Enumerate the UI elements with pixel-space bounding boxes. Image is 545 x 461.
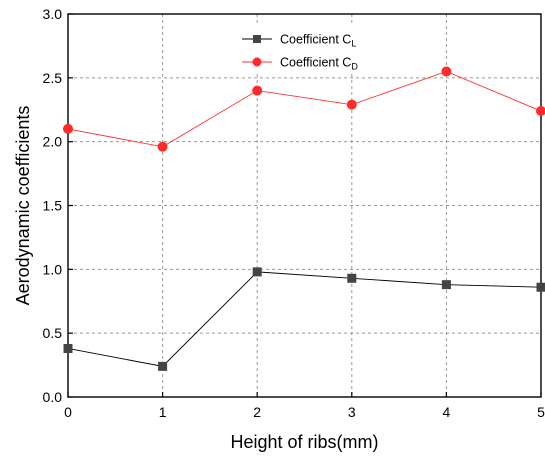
data-point <box>536 106 545 117</box>
data-point <box>441 280 451 290</box>
y-tick-label: 1.5 <box>43 198 63 214</box>
series-layer <box>63 66 545 371</box>
legend-marker <box>252 57 262 67</box>
y-tick-label: 0.5 <box>43 325 63 341</box>
series-l <box>63 267 545 371</box>
x-tick-label: 1 <box>159 404 167 420</box>
legend-item: Coefficient CD <box>242 56 358 72</box>
legend-label-subscript: D <box>351 62 358 72</box>
y-tick-label: 1.0 <box>43 261 63 277</box>
data-point <box>158 361 168 371</box>
data-point <box>536 282 545 292</box>
legend-label-main: Coefficient C <box>280 56 351 70</box>
legend-label-main: Coefficient C <box>280 33 351 47</box>
x-axis-title: Height of ribs(mm) <box>230 432 378 452</box>
y-tick-label: 2.5 <box>43 70 63 86</box>
data-point <box>157 141 168 152</box>
grid <box>68 14 541 397</box>
data-point <box>441 66 452 77</box>
legend-marker <box>253 35 261 43</box>
data-point <box>252 85 263 96</box>
y-tick-label: 3.0 <box>43 6 63 22</box>
x-tick-label: 3 <box>348 404 356 420</box>
data-point <box>347 273 357 283</box>
data-point <box>63 343 73 353</box>
legend-box <box>238 24 374 74</box>
x-tick-label: 5 <box>537 404 545 420</box>
series-line <box>67 271 542 367</box>
legend-label-subscript: L <box>351 39 356 49</box>
data-point <box>252 267 262 277</box>
legend-item: Coefficient CL <box>242 33 356 49</box>
x-tick-label: 4 <box>443 404 451 420</box>
data-point <box>346 99 357 110</box>
legend-label: Coefficient CL <box>280 33 356 49</box>
axis-ticks: 0 1 2 3 4 5 0.0 0.5 1.0 1.5 2.0 2.5 3.0 <box>43 6 545 420</box>
y-axis-title: Aerodynamic coefficients <box>13 106 33 306</box>
series-d <box>63 66 545 152</box>
data-point <box>63 123 73 134</box>
series-line <box>67 70 542 148</box>
x-tick-label: 2 <box>253 404 261 420</box>
y-tick-label: 2.0 <box>43 134 63 150</box>
x-tick-label: 0 <box>64 404 72 420</box>
y-tick-label: 0.0 <box>43 389 63 405</box>
legend-label: Coefficient CD <box>280 56 358 72</box>
